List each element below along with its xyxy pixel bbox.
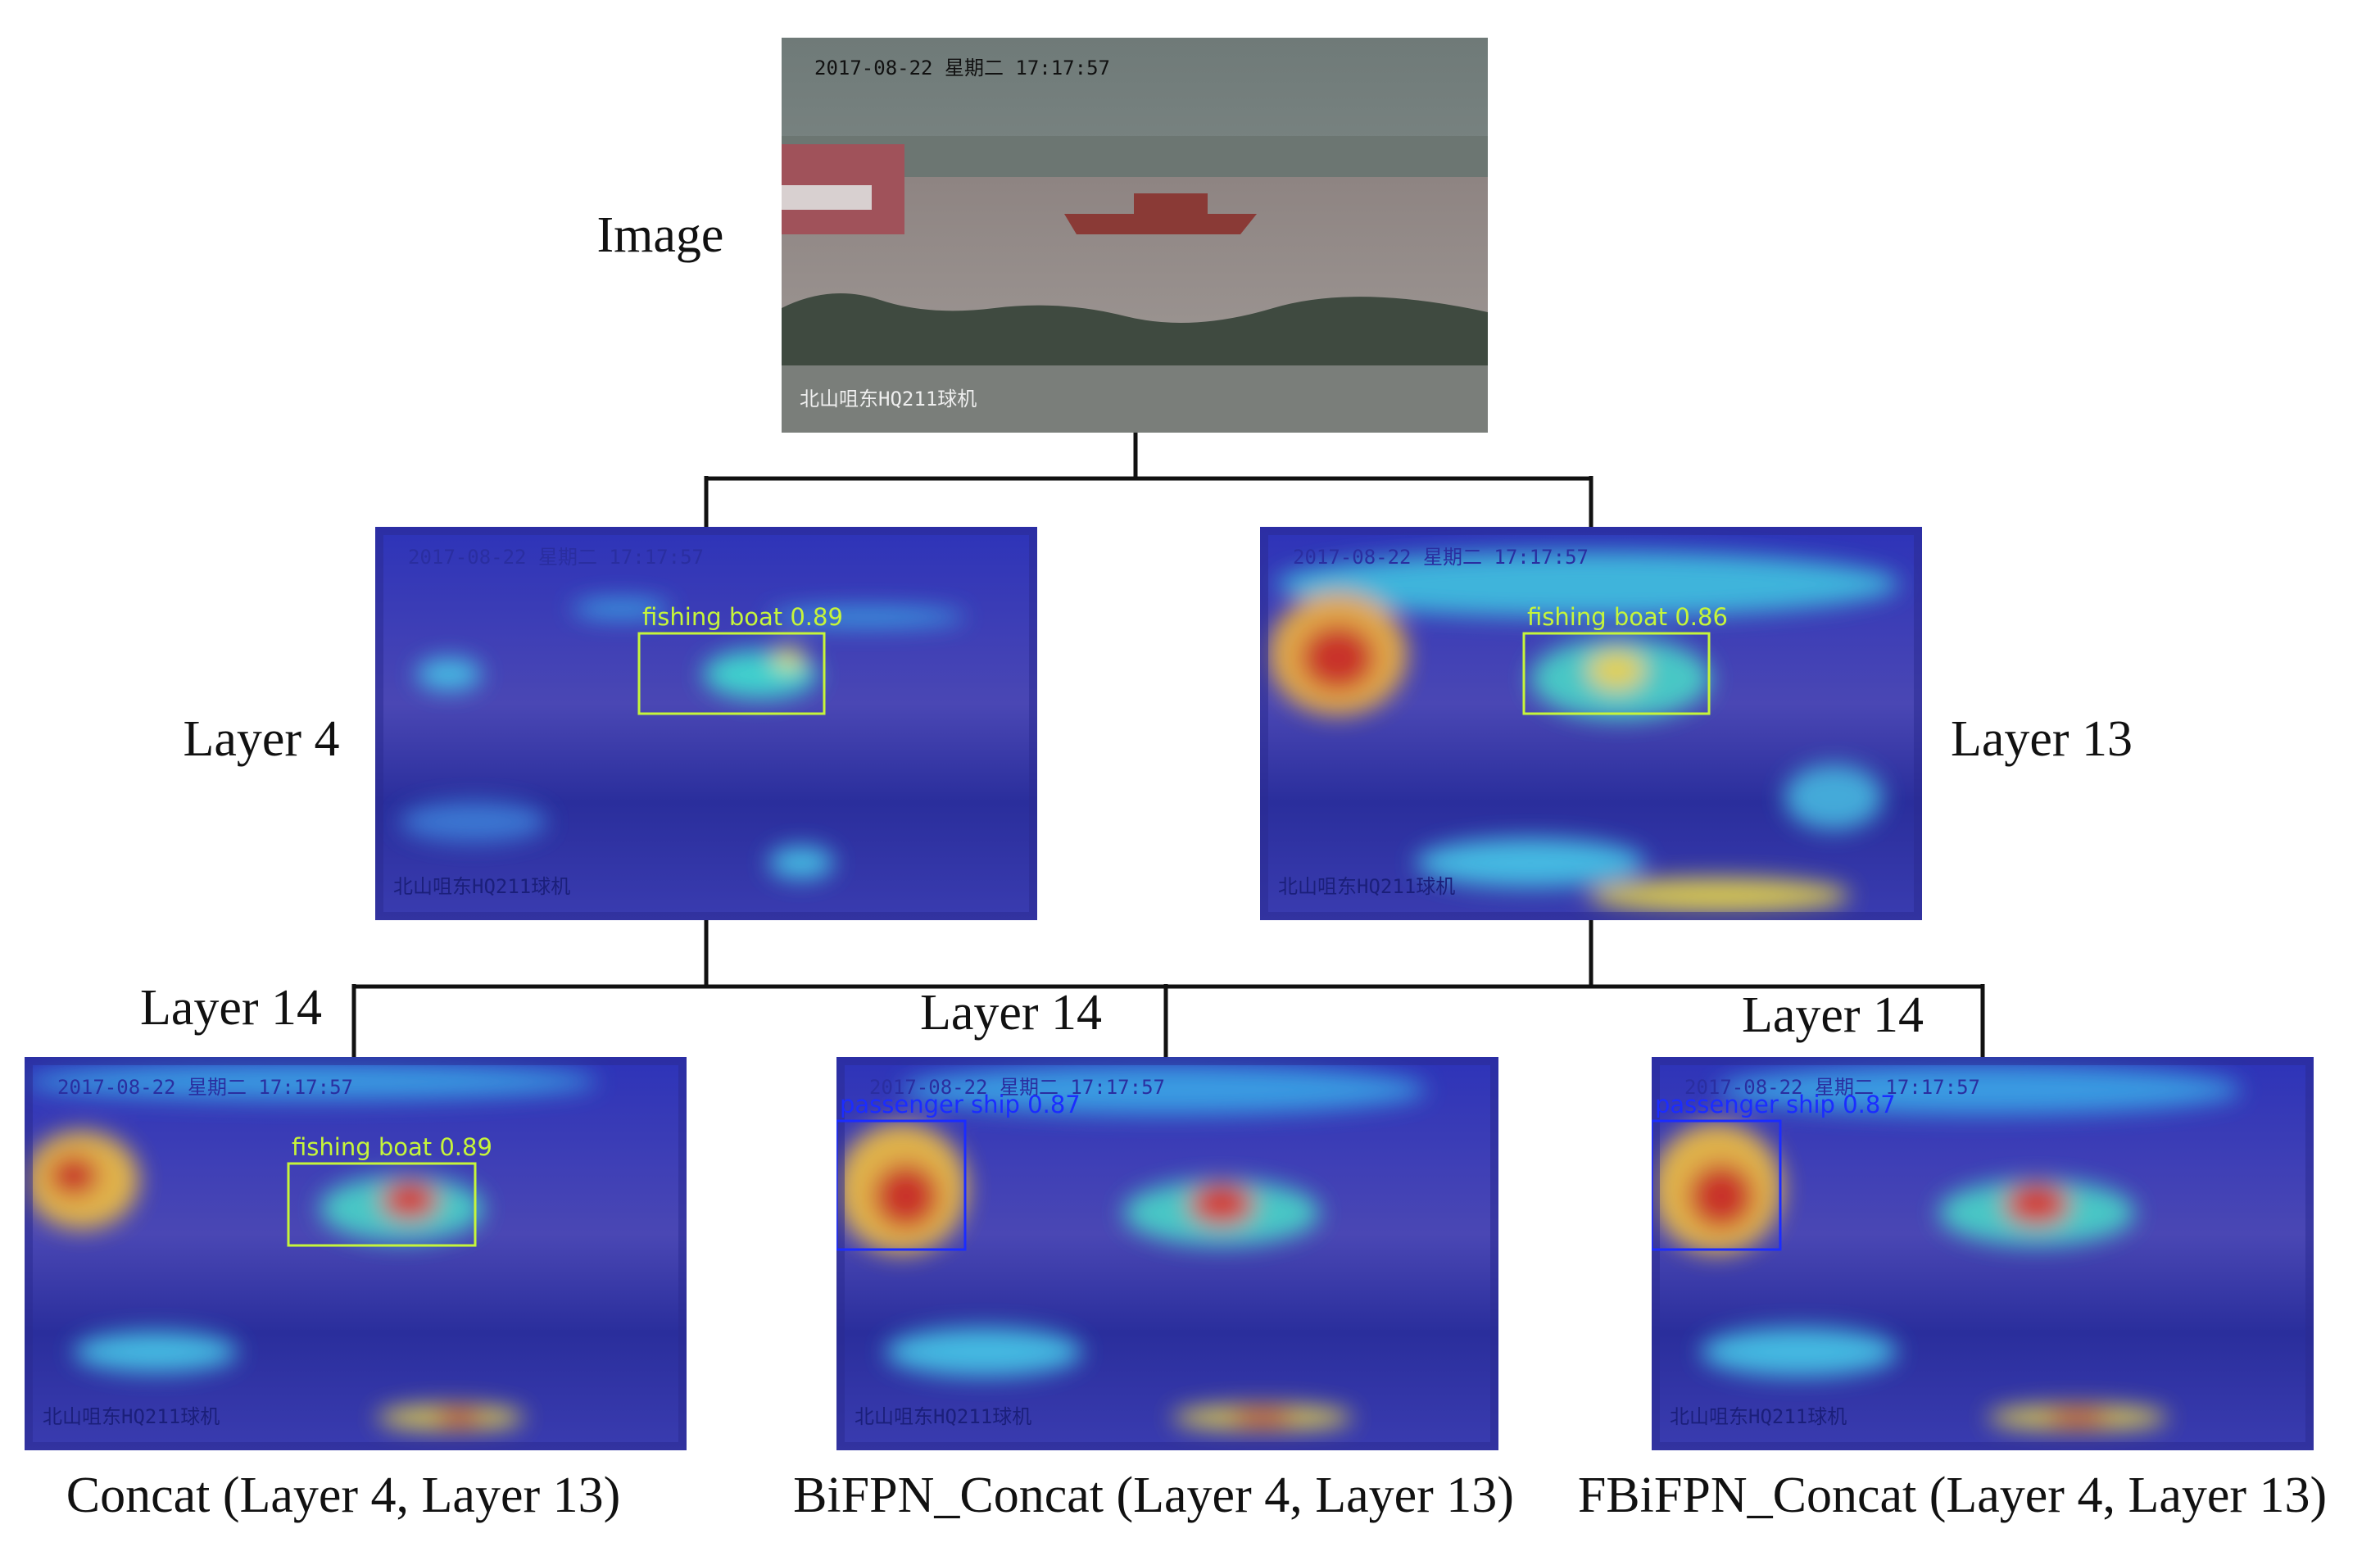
heatmap-panel: 2017-08-22 星期二 17:17:57 北山咀东HQ211球机 fishin…	[1260, 527, 1922, 920]
heat-blob	[1701, 1327, 1897, 1377]
heat-blob	[1416, 838, 1645, 887]
detection-label: passenger ship 0.87	[840, 1091, 1081, 1118]
panel-content: 2017-08-22 星期二 17:17:57 北山咀东HQ211球机 passen…	[836, 1057, 1498, 1450]
detection-box	[1652, 1119, 1782, 1251]
heat-blob	[416, 658, 482, 691]
panel-caption: BiFPN_Concat (Layer 4, Layer 13)	[793, 1468, 1514, 1523]
heat-blob	[873, 1164, 939, 1229]
heat-blob	[1301, 625, 1375, 691]
connector	[704, 433, 1593, 527]
panel-content: 2017-08-22 星期二 17:17:57 北山咀东HQ211球机 fishin…	[375, 527, 1037, 920]
camera-name: 北山咀东HQ211球机	[1670, 1405, 1847, 1428]
panel-label: Layer 14	[1742, 987, 1924, 1043]
heat-blob	[74, 1331, 238, 1372]
panel-content: 2017-08-22 星期二 17:17:57 北山咀东HQ211球机 fishin…	[1260, 527, 1922, 920]
detection-box	[287, 1162, 477, 1247]
heatmap-panel: 2017-08-22 星期二 17:17:57 北山咀东HQ211球机 fishin…	[375, 527, 1037, 920]
panel-caption: Concat (Layer 4, Layer 13)	[66, 1468, 621, 1523]
heat-blobs	[1268, 551, 1899, 914]
panel-content: 2017-08-22 星期二 17:17:57 北山咀东HQ211球机 passen…	[1652, 1057, 2314, 1450]
camera-name: 北山咀东HQ211球机	[43, 1405, 220, 1428]
heat-blob	[1189, 1183, 1254, 1226]
heat-blob	[1588, 650, 1645, 691]
camera-name: 北山咀东HQ211球机	[855, 1405, 1031, 1428]
timestamp: 2017-08-22 星期二 17:17:57	[869, 1076, 1165, 1099]
connectors	[351, 433, 1985, 1057]
panel-label: Layer 13	[1951, 711, 2133, 767]
heatmap-base	[25, 1057, 687, 1450]
connector	[351, 920, 1985, 1057]
heatmap-base	[1652, 1057, 2314, 1450]
panel-content: 2017-08-22 星期二 17:17:57 北山咀东HQ211球机 fishin…	[25, 1057, 687, 1450]
detection-box	[836, 1119, 967, 1251]
heat-blob	[25, 1064, 598, 1100]
heat-blob	[2004, 1183, 2069, 1226]
timestamp: 2017-08-22 星期二 17:17:57	[57, 1076, 353, 1099]
panel-label: Layer 4	[183, 711, 339, 767]
panels: 2017-08-22 星期二 17:17:57北山咀东HQ211球机2017-0…	[25, 38, 2314, 1450]
panel-caption: FBiFPN_Concat (Layer 4, Layer 13)	[1578, 1468, 2327, 1523]
heatmap-panel: 2017-08-22 星期二 17:17:57 北山咀东HQ211球机 fishin…	[25, 1057, 687, 1450]
heat-blob	[774, 646, 804, 669]
timestamp: 2017-08-22 星期二 17:17:57	[1293, 546, 1589, 569]
heat-blob	[1717, 1065, 2242, 1114]
detection-box	[637, 632, 826, 715]
labels: Image Layer 4 Layer 13 Layer 14 Concat (Laye…	[66, 207, 2327, 1523]
timestamp: 2017-08-22 星期二 17:17:57	[1684, 1076, 1980, 1099]
camera-name: 北山咀东HQ211球机	[800, 388, 977, 411]
heatmap-panel: 2017-08-22 星期二 17:17:57 北山咀东HQ211球机 passen…	[836, 1057, 1498, 1450]
heat-blobs	[400, 599, 965, 879]
panel-label: Image	[597, 207, 724, 263]
panel-label: Layer 14	[920, 985, 1102, 1041]
heat-blob	[886, 1327, 1082, 1377]
heat-blobs	[836, 1065, 1426, 1431]
heat-blob	[1230, 1409, 1295, 1426]
panel-label: Layer 14	[140, 980, 322, 1036]
heat-blob	[381, 1181, 438, 1220]
bank	[782, 365, 1488, 433]
heat-blob	[1689, 1164, 1754, 1229]
heat-blob	[2045, 1409, 2110, 1426]
timestamp: 2017-08-22 星期二 17:17:57	[814, 57, 1110, 79]
timestamp: 2017-08-22 星期二 17:17:57	[408, 546, 704, 569]
input-image: 2017-08-22 星期二 17:17:57 北山咀东HQ211球机	[782, 38, 1488, 433]
heat-blob	[1784, 764, 1883, 830]
heat-blobs	[1652, 1065, 2242, 1431]
detection-label: fishing boat 0.89	[642, 603, 843, 631]
detection-label: passenger ship 0.87	[1655, 1091, 1896, 1118]
panel-content: 2017-08-22 星期二 17:17:57 北山咀东HQ211球机	[782, 38, 1488, 433]
heat-blob	[768, 607, 965, 627]
heat-blob	[902, 1065, 1426, 1114]
detection-label: fishing boat 0.89	[292, 1133, 492, 1161]
heat-blob	[572, 599, 670, 619]
heat-blob	[1588, 878, 1850, 914]
camera-name: 北山咀东HQ211球机	[393, 875, 570, 898]
heatmap-base	[375, 527, 1037, 920]
heat-blob	[768, 846, 834, 879]
detection-box	[1522, 632, 1711, 715]
heat-blob	[434, 1409, 483, 1426]
heat-blob	[49, 1155, 98, 1196]
heatmap-base	[836, 1057, 1498, 1450]
detection-label: fishing boat 0.86	[1527, 603, 1728, 631]
camera-name: 北山咀东HQ211球机	[1278, 875, 1455, 898]
heatmap-panel: 2017-08-22 星期二 17:17:57 北山咀东HQ211球机 passen…	[1652, 1057, 2314, 1450]
heat-blob	[400, 801, 547, 842]
heat-blob	[1276, 551, 1899, 617]
heat-blobs	[25, 1064, 598, 1431]
ferry-deck	[782, 185, 872, 210]
fishing-boat	[1064, 193, 1257, 234]
